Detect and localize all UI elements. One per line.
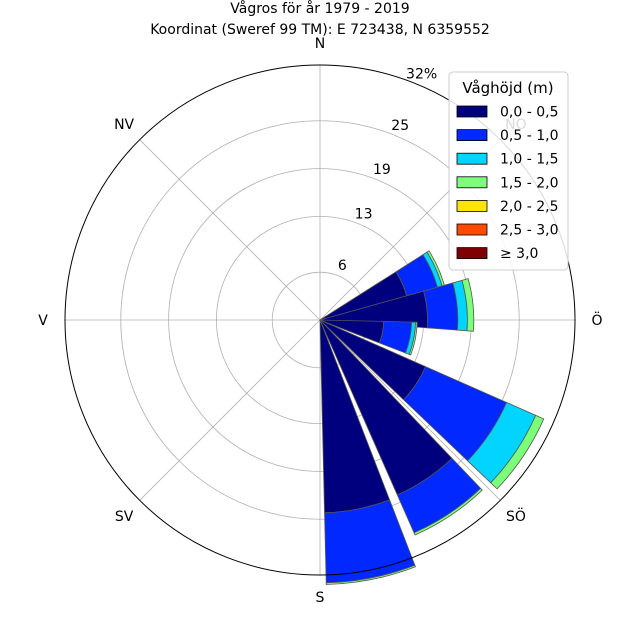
radial-tick-label: 19	[373, 162, 391, 178]
sector-1-bin-3	[461, 278, 475, 332]
grid-spoke	[319, 319, 501, 501]
radial-tick-label: 13	[355, 206, 373, 222]
legend-swatch	[456, 223, 488, 236]
direction-label: NV	[114, 117, 134, 133]
direction-label: Ö	[591, 311, 602, 329]
legend-swatch	[456, 129, 488, 142]
legend-box	[448, 71, 569, 271]
legend-swatch	[456, 105, 488, 118]
direction-label: S	[316, 590, 325, 606]
direction-label: SÖ	[506, 507, 526, 525]
grid-spoke	[139, 319, 321, 501]
radial-tick-label: 25	[391, 118, 409, 134]
chart-subtitle: Koordinat (Sweref 99 TM): E 723438, N 63…	[150, 22, 490, 38]
legend-entry-label: 2,0 - 2,5	[500, 199, 558, 215]
polar-grid	[65, 65, 575, 575]
legend-swatch	[456, 176, 488, 189]
direction-label: V	[38, 313, 48, 329]
radial-tick-labels: 6 13 19 25 32%	[338, 66, 437, 273]
legend-entries: 0,0 - 0,5 0,5 - 1,0 1,0 - 1,5 1,5 - 2,0 2,0 …	[456, 105, 558, 262]
legend-entry-label: ≥ 3,0	[500, 246, 538, 262]
direction-label: N	[315, 36, 325, 52]
grid-spoke	[139, 139, 321, 321]
legend-entry-label: 2,5 - 3,0	[500, 223, 558, 239]
legend-entry-label: 0,5 - 1,0	[500, 128, 558, 144]
radial-tick-label: 6	[338, 258, 347, 274]
sector-4-bin-3	[413, 487, 483, 536]
legend-entry-label: 1,5 - 2,0	[500, 175, 558, 191]
sector-3-bin-3	[490, 414, 545, 490]
legend-swatch	[456, 247, 488, 260]
legend-title: Våghöjd (m)	[462, 79, 553, 97]
sector-5-bin-3	[325, 564, 416, 585]
legend: Våghöjd (m) 0,0 - 0,5 0,5 - 1,0 1,0 - 1,5 1…	[448, 71, 569, 271]
legend-swatch	[456, 152, 488, 165]
radial-tick-label: 32%	[406, 66, 437, 82]
rose-sectors	[319, 250, 545, 585]
direction-label: SV	[115, 509, 134, 525]
legend-swatch	[456, 199, 488, 212]
sector-2-bin-3	[408, 321, 418, 356]
sector-1-bin-1	[423, 282, 459, 331]
legend-entry-label: 0,0 - 0,5	[500, 105, 558, 121]
outer-ring	[64, 64, 576, 576]
chart-title: Vågros för år 1979 - 2019	[230, 0, 409, 17]
legend-entry-label: 1,0 - 1,5	[500, 152, 558, 168]
